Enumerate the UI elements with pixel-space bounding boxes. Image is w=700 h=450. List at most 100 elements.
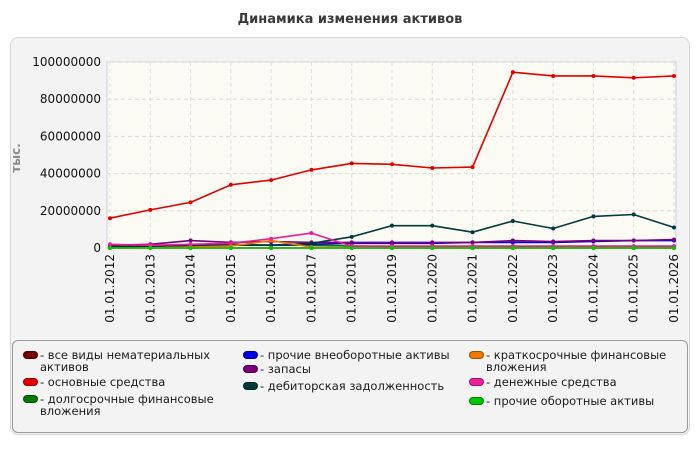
data-point xyxy=(269,178,274,183)
data-point xyxy=(309,241,314,246)
data-point xyxy=(672,73,676,78)
data-point xyxy=(631,212,636,217)
x-tick-label: 01.01.2021 xyxy=(466,254,480,323)
data-point xyxy=(591,73,596,78)
legend-item[interactable]: - долгосрочные финансовые вложения xyxy=(23,393,214,417)
x-tick-label: 01.01.2020 xyxy=(425,254,439,323)
legend-item[interactable]: - все виды нематериальных активов xyxy=(23,349,210,373)
data-point xyxy=(349,246,354,250)
legend-label: - основные средства xyxy=(40,375,166,389)
legend-label: - краткосрочные финансовые вложения xyxy=(486,348,667,374)
legend-label: - дебиторская задолженность xyxy=(260,379,445,393)
legend-item[interactable]: - запасы xyxy=(243,363,311,375)
data-point xyxy=(309,231,314,236)
data-point xyxy=(470,230,475,235)
y-tick-label: 0 xyxy=(93,241,101,255)
y-tick-label: 80000000 xyxy=(40,92,101,106)
x-tick-label: 01.01.2017 xyxy=(304,254,318,323)
data-point xyxy=(309,246,314,250)
legend-swatch xyxy=(243,382,258,390)
legend-swatch xyxy=(469,378,484,386)
legend-swatch xyxy=(23,395,38,403)
data-point xyxy=(510,246,515,250)
x-tick-label: 01.01.2015 xyxy=(224,254,238,323)
legend-item[interactable]: - денежные средства xyxy=(469,376,617,388)
legend-label: - денежные средства xyxy=(486,375,617,389)
data-point xyxy=(672,246,676,250)
data-point xyxy=(390,246,394,250)
data-point xyxy=(228,246,233,250)
data-point xyxy=(430,246,435,250)
data-point xyxy=(228,182,233,187)
data-point xyxy=(349,161,354,166)
x-tick-label: 01.01.2024 xyxy=(586,254,600,323)
data-point xyxy=(510,70,515,75)
data-point xyxy=(108,242,112,247)
data-point xyxy=(148,243,153,248)
x-tick-label: 01.01.2025 xyxy=(627,254,641,323)
data-point xyxy=(269,236,274,241)
legend-swatch xyxy=(469,397,484,405)
data-point xyxy=(591,246,596,250)
legend-label: - запасы xyxy=(260,362,311,376)
x-tick-label: 01.01.2014 xyxy=(184,254,198,323)
data-point xyxy=(672,225,676,230)
data-point xyxy=(269,243,274,248)
legend-item[interactable]: - прочие внеоборотные активы xyxy=(243,349,450,361)
data-point xyxy=(390,223,394,228)
data-point xyxy=(108,216,112,221)
x-tick-label: 01.01.2013 xyxy=(143,254,157,323)
data-point xyxy=(672,237,676,242)
legend-label: - долгосрочные финансовые вложения xyxy=(40,392,214,418)
data-point xyxy=(470,165,475,170)
data-point xyxy=(591,238,596,243)
x-tick-label: 01.01.2018 xyxy=(345,254,359,323)
data-point xyxy=(188,246,193,250)
legend-swatch xyxy=(23,378,38,386)
x-tick-label: 01.01.2022 xyxy=(506,254,520,323)
legend-item[interactable]: - краткосрочные финансовые вложения xyxy=(469,349,666,373)
data-point xyxy=(551,226,556,231)
y-tick-label: 100000000 xyxy=(32,55,101,69)
data-point xyxy=(631,75,636,80)
legend-label: - прочие внеоборотные активы xyxy=(260,348,450,362)
data-point xyxy=(510,219,515,224)
data-point xyxy=(430,166,435,171)
y-tick-label: 20000000 xyxy=(40,204,101,218)
data-point xyxy=(470,246,475,250)
x-tick-label: 01.01.2016 xyxy=(264,254,278,323)
data-point xyxy=(349,240,354,245)
data-point xyxy=(591,214,596,219)
legend-swatch xyxy=(469,351,484,359)
series-layer xyxy=(108,70,676,250)
x-tick-label: 01.01.2023 xyxy=(546,254,560,323)
data-point xyxy=(631,246,636,250)
data-point xyxy=(349,234,354,239)
legend-item[interactable]: - дебиторская задолженность xyxy=(243,380,444,392)
data-point xyxy=(510,238,515,243)
data-point xyxy=(470,240,475,245)
legend-item[interactable]: - основные средства xyxy=(23,376,165,388)
data-point xyxy=(430,223,435,228)
y-tick-label: 60000000 xyxy=(40,129,101,143)
y-axis-label: тыс. xyxy=(9,143,23,172)
data-point xyxy=(390,240,394,245)
legend-item[interactable]: - прочие оборотные активы xyxy=(469,395,654,407)
data-point xyxy=(390,162,394,167)
legend-swatch xyxy=(23,351,38,359)
legend-label: - все виды нематериальных активов xyxy=(40,348,211,374)
legend-swatch xyxy=(243,351,258,359)
data-point xyxy=(148,207,153,212)
chart-title: Динамика изменения активов xyxy=(237,12,463,27)
legend: - все виды нематериальных активов - осно… xyxy=(12,340,688,433)
axis-layer: 0 20000000 40000000 60000000 80000000 1000000… xyxy=(32,55,681,323)
legend-swatch xyxy=(243,365,258,373)
legend-label: - прочие оборотные активы xyxy=(486,394,655,408)
x-tick-label: 01.01.2026 xyxy=(667,254,681,323)
x-tick-label: 01.01.2019 xyxy=(385,254,399,323)
grid-layer xyxy=(107,61,676,248)
data-point xyxy=(631,238,636,243)
data-point xyxy=(188,200,193,205)
data-point xyxy=(188,242,193,247)
